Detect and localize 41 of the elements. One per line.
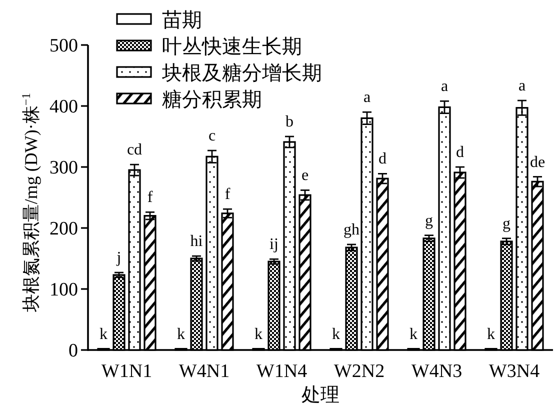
x-tick-label: W2N2 (334, 361, 385, 382)
data-label: ij (270, 236, 278, 254)
legend-label: 块根及糖分增长期 (161, 62, 322, 84)
data-label: a (440, 78, 448, 96)
data-label: k (410, 326, 418, 343)
y-tick-label: 500 (50, 36, 78, 56)
y-tick-label: 200 (50, 218, 78, 240)
data-label: b (286, 114, 294, 130)
x-tick-label: W4N3 (411, 361, 462, 382)
x-tick-label: W3N4 (488, 361, 540, 382)
y-tick-label: 100 (50, 280, 78, 300)
legend-label: 叶丛快速生长期 (162, 36, 302, 58)
data-label: e (301, 167, 309, 184)
data-label: a (363, 89, 371, 106)
x-tick-label: W1N4 (256, 361, 308, 382)
data-label: gh (344, 221, 360, 238)
data-label: hi (190, 233, 204, 250)
y-tick-label: 0 (68, 340, 78, 362)
x-tick-label: W1N1 (101, 361, 152, 382)
x-axis-title: 处理 (302, 385, 340, 406)
data-label: k (332, 326, 340, 343)
data-label: c (208, 128, 216, 145)
legend-label: 苗期 (162, 10, 202, 32)
data-label: de (530, 154, 546, 171)
data-label: f (147, 189, 154, 206)
data-label: k (100, 326, 108, 343)
y-tick-label: 300 (50, 158, 78, 178)
y-tick-label: 400 (50, 96, 78, 118)
data-label: k (177, 326, 185, 343)
legend-label: 糖分积累期 (162, 89, 262, 111)
data-label: g (502, 215, 510, 232)
data-label: d (456, 144, 464, 161)
x-tick-label: W4N1 (178, 361, 230, 382)
data-label: k (254, 326, 262, 343)
data-label: cd (126, 142, 142, 159)
data-label: k (487, 326, 495, 343)
data-label: f (224, 186, 231, 204)
data-label: j (116, 250, 122, 267)
data-label: g (425, 212, 433, 230)
data-label: d (378, 150, 386, 168)
data-label: a (518, 78, 526, 95)
